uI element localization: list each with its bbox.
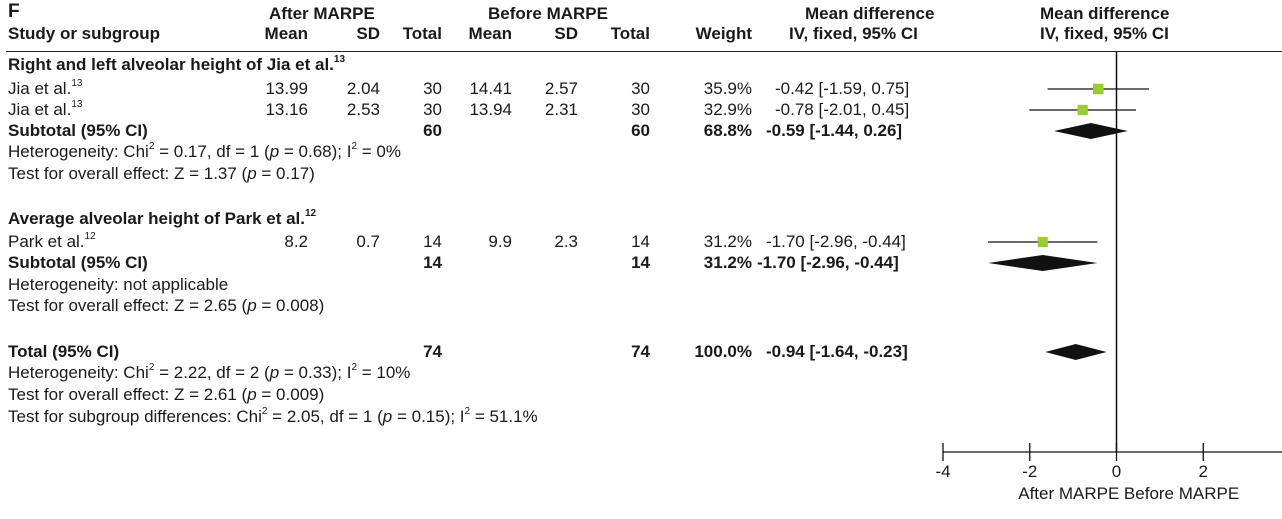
- total-after: 30: [423, 79, 442, 98]
- overall-effect-text: Test for overall effect: Z = 2.65 (p = 0…: [8, 296, 325, 315]
- sd-before: 2.3: [554, 232, 578, 251]
- total-before: 14: [631, 232, 650, 251]
- weight-header: Weight: [695, 24, 752, 43]
- total-before: 14: [631, 253, 650, 272]
- x-axis-label-left: After MARPE: [1018, 484, 1119, 503]
- heterogeneity-text: Heterogeneity: Chi2 = 2.22, df = 2 (p = …: [8, 362, 411, 383]
- total-diamond: [1045, 344, 1107, 360]
- plot-col-header: Mean difference: [1040, 4, 1170, 23]
- total-label: Total (95% CI): [8, 342, 120, 361]
- group1-header: After MARPE: [269, 4, 375, 23]
- panel-label: F: [8, 1, 20, 22]
- mean-after: 13.16: [265, 100, 308, 119]
- mean-difference-ci: -1.70 [-2.96, -0.44]: [757, 253, 899, 272]
- weight: 35.9%: [703, 79, 752, 98]
- total-before: 30: [631, 79, 650, 98]
- mean-after: 8.2: [284, 232, 308, 251]
- sd-before: 2.57: [544, 79, 578, 98]
- total-after: 74: [423, 342, 442, 361]
- subgroup-differences-text: Test for subgroup differences: Chi2 = 2.…: [8, 406, 538, 427]
- md-col-subheader: IV, fixed, 95% CI: [789, 24, 918, 43]
- sd-after: 2.53: [346, 100, 380, 119]
- sd2-header: SD: [554, 24, 578, 43]
- study-marker: [1077, 104, 1088, 116]
- md-col-header: Mean difference: [805, 4, 935, 23]
- mean2-header: Mean: [468, 24, 512, 43]
- total-before: 60: [631, 121, 650, 140]
- study-col-header: Study or subgroup: [8, 24, 161, 43]
- total-before: 30: [631, 100, 650, 119]
- mean-before: 13.94: [469, 100, 512, 119]
- total-after: 30: [423, 100, 442, 119]
- x-axis-label-right: Before MARPE: [1124, 484, 1239, 503]
- group2-header: Before MARPE: [488, 4, 608, 23]
- sd-before: 2.31: [544, 100, 578, 119]
- sd-after: 2.04: [346, 79, 380, 98]
- mean-difference-ci: -1.70 [-2.96, -0.44]: [766, 232, 906, 251]
- study-marker: [1037, 236, 1048, 248]
- sd1-header: SD: [356, 24, 380, 43]
- subtotal-label: Subtotal (95% CI): [8, 253, 148, 272]
- mean-difference-ci: -0.42 [-1.59, 0.75]: [775, 79, 910, 98]
- total1-header: Total: [402, 24, 442, 43]
- overall-effect-text: Test for overall effect: Z = 2.61 (p = 0…: [8, 385, 325, 404]
- heterogeneity-text: Heterogeneity: Chi2 = 0.17, df = 1 (p = …: [8, 141, 401, 162]
- weight: 32.9%: [703, 100, 752, 119]
- mean-difference-ci: -0.78 [-2.01, 0.45]: [775, 100, 910, 119]
- mean-after: 13.99: [265, 79, 308, 98]
- overall-effect-text: Test for overall effect: Z = 1.37 (p = 0…: [8, 164, 315, 183]
- weight: 31.2%: [703, 232, 752, 251]
- total-before: 74: [631, 342, 650, 361]
- subtotal-label: Subtotal (95% CI): [8, 121, 148, 140]
- sd-after: 0.7: [356, 232, 380, 251]
- weight: 68.8%: [703, 121, 752, 140]
- study-name: Park et al.12: [8, 231, 96, 252]
- total-after: 60: [423, 121, 442, 140]
- x-tick-label: -4: [935, 462, 950, 481]
- x-tick-label: -2: [1022, 462, 1037, 481]
- x-tick-label: 2: [1199, 462, 1208, 481]
- total-after: 14: [423, 232, 442, 251]
- weight: 31.2%: [703, 253, 752, 272]
- mean-difference-ci: -0.94 [-1.64, -0.23]: [766, 342, 908, 361]
- weight: 100.0%: [694, 342, 752, 361]
- study-marker: [1092, 83, 1104, 95]
- total-after: 14: [423, 253, 442, 272]
- mean-before: 14.41: [469, 79, 512, 98]
- mean1-header: Mean: [264, 24, 308, 43]
- header-rule: [6, 51, 1282, 52]
- total2-header: Total: [610, 24, 650, 43]
- heterogeneity-text: Heterogeneity: not applicable: [8, 275, 229, 294]
- plot-col-subheader: IV, fixed, 95% CI: [1040, 24, 1169, 43]
- mean-difference-ci: -0.59 [-1.44, 0.26]: [766, 121, 903, 140]
- study-name: Jia et al.13: [8, 78, 83, 99]
- subtotal-diamond: [988, 255, 1098, 271]
- study-name: Jia et al.13: [8, 99, 83, 120]
- subtotal-diamond: [1054, 123, 1128, 139]
- subgroup2-title: Average alveolar height of Park et al.12: [8, 208, 317, 229]
- subgroup1-title: Right and left alveolar height of Jia et…: [8, 54, 346, 75]
- x-tick-label: 0: [1112, 462, 1121, 481]
- mean-before: 9.9: [488, 232, 512, 251]
